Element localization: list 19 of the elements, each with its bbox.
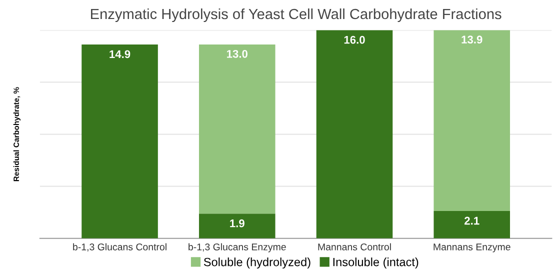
- x-tick-label: Mannans Control: [318, 243, 391, 250]
- data-label: 16.0: [344, 36, 365, 44]
- x-tick-label: b-1,3 Glucans Control: [73, 243, 166, 252]
- x-tick-label: b-1,3 Glucans Enzyme: [188, 243, 286, 252]
- bar: [198, 44, 276, 214]
- data-label: 14.9: [110, 50, 130, 58]
- bar: [198, 214, 276, 238]
- bar: [316, 30, 393, 238]
- data-label: 2.1: [464, 216, 480, 225]
- bar: [82, 44, 158, 238]
- legend-label: Insoluble (intact): [333, 258, 418, 269]
- x-tick-label: Mannans Enzyme: [434, 244, 510, 252]
- bar: [434, 211, 510, 238]
- data-label: 1.9: [230, 219, 244, 228]
- legend-label: Soluble (hydrolyzed): [204, 258, 310, 269]
- chart-title: Enzymatic Hydrolysis of Yeast Cell Wall Carbohydrate Fractions: [91, 8, 502, 22]
- data-label: 13.0: [227, 50, 248, 58]
- bar: [434, 30, 510, 212]
- data-label: 13.9: [462, 36, 482, 44]
